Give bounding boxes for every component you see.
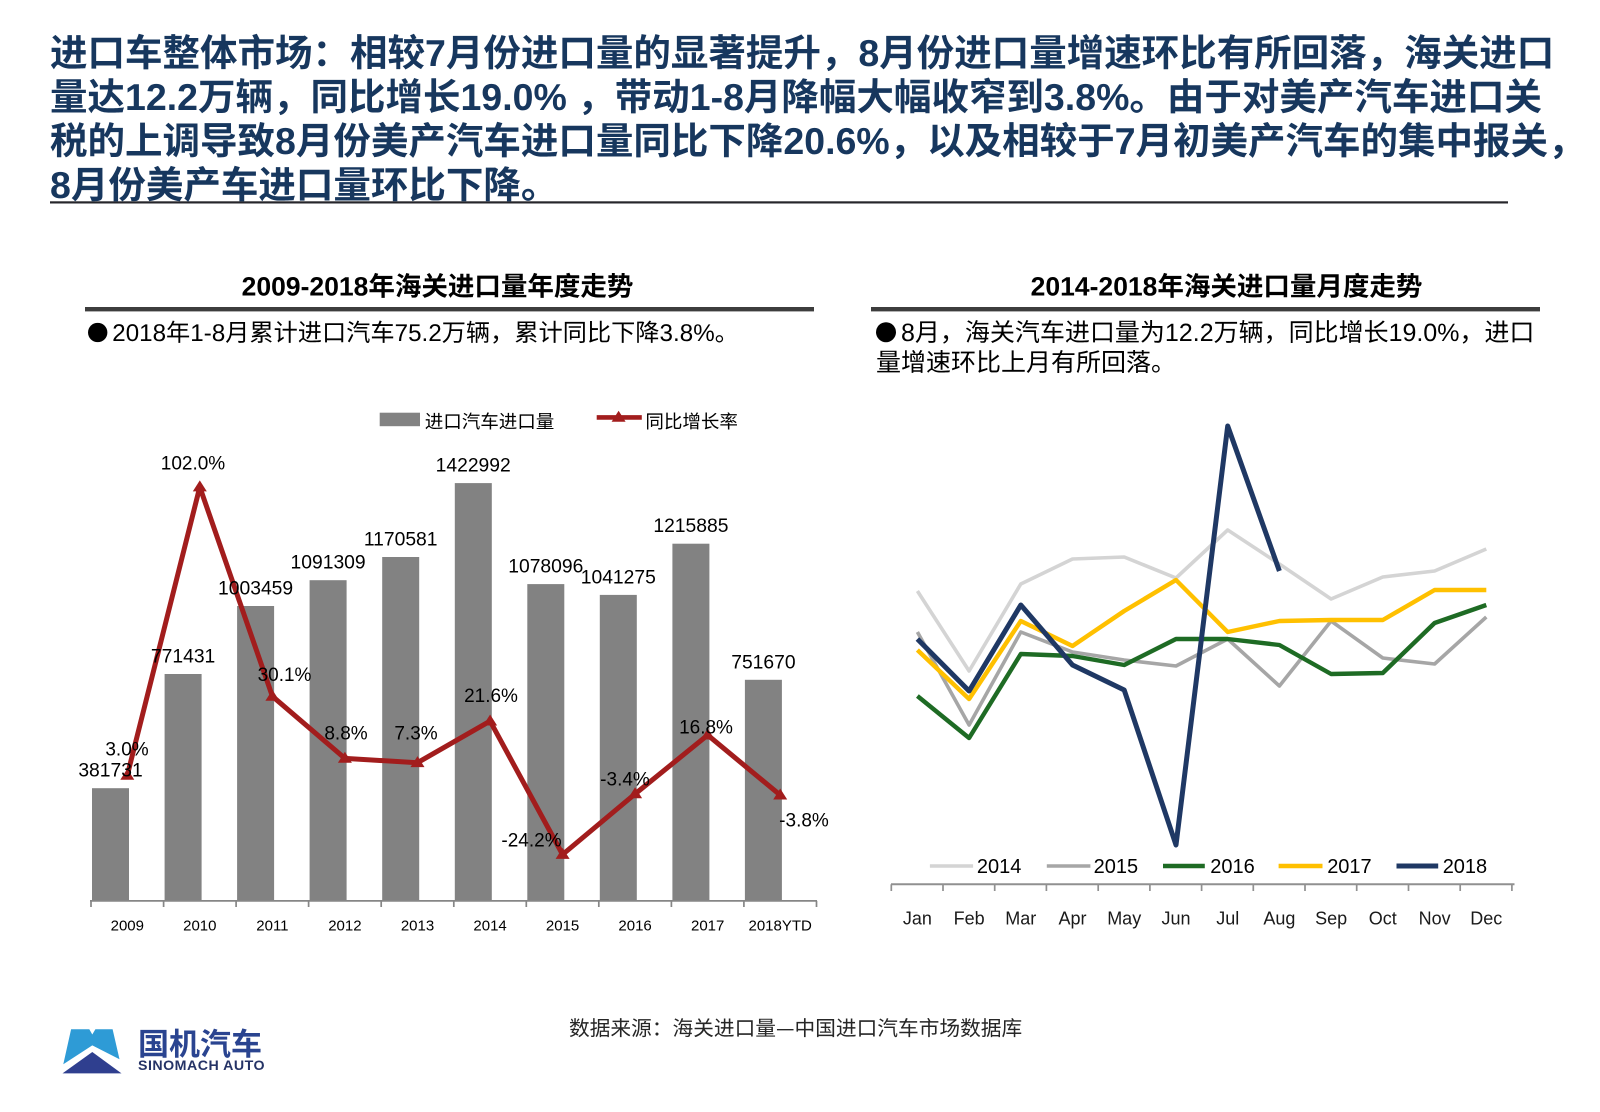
svg-text:771431: 771431 [151, 647, 215, 668]
svg-text:Oct: Oct [1369, 909, 1397, 929]
svg-text:1091309: 1091309 [291, 553, 366, 574]
svg-text:Aug: Aug [1263, 909, 1295, 929]
svg-text:-3.4%: -3.4% [600, 770, 650, 791]
svg-text:1041275: 1041275 [581, 567, 656, 588]
svg-text:1215885: 1215885 [653, 516, 728, 537]
svg-text:Dec: Dec [1470, 909, 1502, 929]
svg-text:2016: 2016 [1210, 856, 1255, 878]
svg-text:2015: 2015 [546, 918, 579, 935]
svg-text:Feb: Feb [954, 909, 985, 929]
svg-text:3.0%: 3.0% [105, 740, 148, 761]
svg-text:1003459: 1003459 [218, 579, 293, 600]
svg-text:May: May [1107, 909, 1141, 929]
svg-text:2013: 2013 [401, 918, 434, 935]
svg-text:SINOMACH AUTO: SINOMACH AUTO [138, 1058, 265, 1074]
svg-text:751670: 751670 [731, 652, 795, 673]
svg-text:2016: 2016 [618, 918, 651, 935]
svg-text:Mar: Mar [1005, 909, 1036, 929]
svg-text:Jan: Jan [903, 909, 932, 929]
svg-text:Sep: Sep [1315, 909, 1347, 929]
svg-text:21.6%: 21.6% [464, 686, 518, 707]
svg-text:2012: 2012 [328, 918, 361, 935]
svg-text:1078096: 1078096 [508, 557, 583, 578]
svg-text:2018YTD: 2018YTD [749, 918, 813, 935]
svg-text:-24.2%: -24.2% [501, 831, 561, 852]
svg-text:7.3%: 7.3% [394, 724, 437, 745]
svg-text:16.8%: 16.8% [679, 718, 733, 739]
svg-text:2014: 2014 [977, 856, 1022, 878]
svg-text:381731: 381731 [78, 761, 142, 782]
svg-text:1422992: 1422992 [436, 456, 511, 477]
svg-text:2014: 2014 [473, 918, 506, 935]
svg-text:2018: 2018 [1443, 856, 1488, 878]
svg-text:Jul: Jul [1216, 909, 1239, 929]
svg-text:Apr: Apr [1058, 909, 1086, 929]
svg-text:30.1%: 30.1% [258, 665, 312, 686]
svg-text:2010: 2010 [183, 918, 216, 935]
svg-text:8.8%: 8.8% [324, 724, 367, 745]
svg-text:2017: 2017 [691, 918, 724, 935]
svg-text:-3.8%: -3.8% [779, 811, 829, 832]
svg-text:2011: 2011 [256, 918, 288, 935]
svg-text:2017: 2017 [1327, 856, 1372, 878]
svg-text:1170581: 1170581 [364, 530, 438, 551]
svg-text:Nov: Nov [1419, 909, 1451, 929]
svg-text:2015: 2015 [1094, 856, 1139, 878]
svg-text:102.0%: 102.0% [161, 454, 226, 475]
svg-text:Jun: Jun [1161, 909, 1190, 929]
svg-text:2009: 2009 [111, 918, 144, 935]
